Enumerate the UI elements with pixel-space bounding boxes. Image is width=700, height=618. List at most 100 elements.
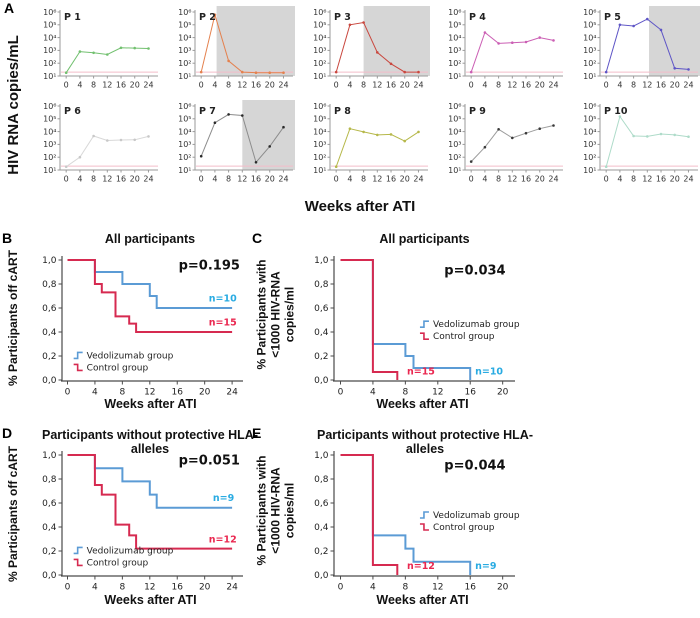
y-tick-label: 10³ — [313, 46, 326, 55]
data-point-marker — [687, 135, 690, 138]
y-tick-label: 1,0 — [314, 451, 329, 461]
x-tick-label: 0 — [604, 81, 609, 90]
x-tick-label: 4 — [370, 388, 376, 398]
x-tick-label: 16 — [656, 175, 666, 184]
x-tick-label: 0 — [64, 81, 69, 90]
y-tick-label: 10¹ — [583, 72, 596, 81]
data-point-marker — [241, 114, 244, 117]
n-count-label: n=15 — [209, 317, 237, 328]
participant-id-label: P 5 — [604, 12, 621, 23]
n-count-label: n=12 — [407, 561, 435, 572]
legend-label: Vedolizumab group — [87, 351, 174, 361]
x-tick-label: 24 — [413, 81, 423, 90]
small-plot-p7: 10⁶ 10⁵ 10⁴ 10³ 10² 10¹ 0 4 8 12 16 20 24 P 7 — [178, 100, 295, 184]
y-tick-label: 10¹ — [313, 166, 326, 175]
p-value: p=0.044 — [444, 458, 505, 473]
y-tick-label: 10⁶ — [448, 102, 461, 111]
x-tick-label: 20 — [670, 175, 680, 184]
x-tick-label: 0 — [199, 175, 204, 184]
p-value: p=0.051 — [179, 454, 240, 469]
y-tick-label: 0,0 — [314, 376, 329, 386]
data-point-marker — [646, 17, 649, 21]
x-tick-label: 20 — [400, 81, 410, 90]
small-plot-p4: 10⁶ 10⁵ 10⁴ 10³ 10² 10¹ 0 4 8 12 16 20 24 P 4 — [448, 8, 563, 90]
data-point-marker — [147, 135, 150, 138]
x-tick-label: 4 — [482, 81, 487, 90]
y-tick-label: 0,6 — [314, 499, 329, 509]
n-count-label: n=9 — [213, 493, 234, 504]
x-tick-label: 16 — [251, 81, 261, 90]
x-tick-label: 12 — [432, 583, 443, 593]
data-point-marker — [213, 121, 217, 124]
small-plot-p2: 10⁶ 10⁵ 10⁴ 10³ 10² 10¹ 0 4 8 12 16 20 24 P 2 — [178, 6, 295, 90]
y-tick-label: 0,8 — [42, 475, 57, 485]
y-tick-label: 10² — [313, 59, 326, 68]
y-tick-label: 10² — [448, 153, 461, 162]
small-plot-p8: 10⁶ 10⁵ 10⁴ 10³ 10² 10¹ 0 4 8 12 16 20 24 P 8 — [313, 102, 428, 184]
small-plot-p5: 10⁶ 10⁵ 10⁴ 10³ 10² 10¹ 0 4 8 12 16 20 24 P 5 — [583, 6, 700, 90]
y-tick-label: 10⁶ — [313, 8, 326, 17]
x-tick-label: 4 — [617, 175, 622, 184]
x-tick-label: 20 — [497, 583, 509, 593]
y-tick-label: 10⁶ — [178, 8, 191, 17]
data-point-marker — [362, 130, 365, 134]
y-tick-label: 10⁶ — [583, 102, 596, 111]
y-tick-label: 10⁶ — [43, 102, 56, 111]
x-tick-label: 4 — [92, 583, 98, 593]
x-tick-label: 8 — [119, 583, 125, 593]
panel-d-title: Participants without protective HLA-alle… — [42, 428, 258, 456]
y-tick-label: 10⁴ — [448, 33, 461, 42]
x-tick-label: 16 — [656, 81, 666, 90]
y-tick-label: 10² — [583, 59, 596, 68]
y-tick-label: 0,8 — [42, 280, 57, 290]
x-tick-label: 20 — [535, 81, 545, 90]
y-tick-label: 10⁶ — [583, 8, 596, 17]
data-point-marker — [92, 51, 95, 55]
x-tick-label: 8 — [119, 388, 125, 398]
small-plot-p1: 10⁶ 10⁵ 10⁴ 10³ 10² 10¹ 0 4 8 12 16 20 24 P 1 — [43, 8, 158, 90]
data-point-marker — [403, 70, 406, 74]
data-point-marker — [497, 128, 500, 131]
viral-load-line — [470, 31, 554, 73]
data-point-marker — [64, 165, 68, 168]
x-tick-label: 24 — [683, 81, 693, 90]
y-tick-label: 10³ — [178, 46, 191, 55]
km-curve-control — [340, 454, 399, 575]
x-tick-label: 12 — [102, 175, 112, 184]
x-tick-label: 12 — [237, 81, 247, 90]
x-tick-label: 12 — [144, 388, 155, 398]
legend-label: Vedolizumab group — [87, 546, 174, 556]
data-point-marker — [78, 155, 82, 159]
data-point-marker — [497, 42, 500, 45]
x-tick-label: 0 — [65, 388, 71, 398]
panel-d-label: D — [2, 425, 13, 441]
legend-step-icon — [73, 546, 83, 555]
x-tick-label: 8 — [402, 583, 408, 593]
data-point-marker — [376, 51, 379, 54]
data-point-marker — [92, 134, 95, 138]
x-tick-label: 8 — [631, 81, 636, 90]
y-tick-label: 10¹ — [583, 166, 596, 175]
x-tick-label: 12 — [642, 81, 652, 90]
x-tick-label: 24 — [278, 175, 288, 184]
y-tick-label: 0,8 — [314, 475, 329, 485]
x-tick-label: 16 — [116, 81, 126, 90]
x-tick-label: 8 — [402, 388, 408, 398]
x-tick-label: 20 — [199, 388, 211, 398]
y-tick-label: 10¹ — [43, 72, 56, 81]
x-tick-label: 20 — [130, 81, 140, 90]
y-tick-label: 10¹ — [178, 72, 191, 81]
x-tick-label: 16 — [116, 175, 126, 184]
x-tick-label: 8 — [361, 175, 366, 184]
y-tick-label: 10³ — [178, 140, 191, 149]
small-plot-p10: 10⁶ 10⁵ 10⁴ 10³ 10² 10¹ 0 4 8 12 16 20 24 P 10 — [583, 102, 698, 184]
x-tick-label: 0 — [469, 175, 474, 184]
viral-load-line — [65, 47, 149, 73]
data-point-marker — [78, 50, 82, 53]
y-tick-label: 0,0 — [42, 571, 57, 581]
y-tick-label: 0,0 — [314, 571, 329, 581]
data-point-marker — [618, 115, 622, 118]
n-count-label: n=10 — [475, 367, 503, 378]
y-tick-label: 0,2 — [42, 547, 56, 557]
y-tick-label: 0,6 — [42, 304, 57, 314]
